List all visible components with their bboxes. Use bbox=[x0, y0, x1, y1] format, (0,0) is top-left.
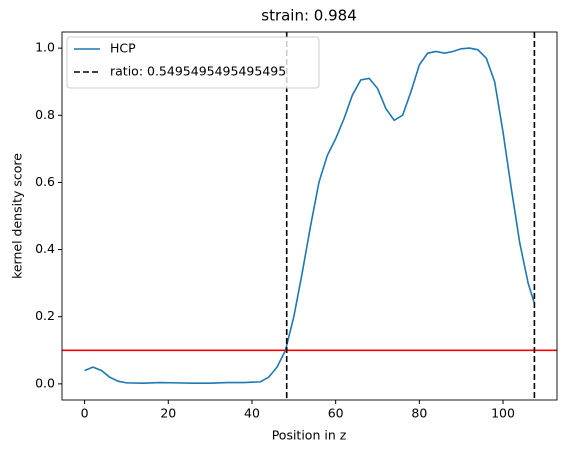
x-tick-label: 80 bbox=[411, 406, 427, 421]
legend-box bbox=[66, 36, 320, 89]
x-tick-label: 100 bbox=[491, 406, 515, 421]
legend-label: HCP bbox=[110, 41, 136, 56]
x-tick-label: 40 bbox=[244, 406, 260, 421]
axes-frame bbox=[61, 31, 558, 401]
y-tick-label: 0.0 bbox=[35, 375, 55, 390]
line bbox=[84, 47, 536, 385]
y-tick-label: 1.0 bbox=[35, 40, 55, 55]
y-axis-label: kernel density score bbox=[10, 153, 25, 279]
x-tick-label: 60 bbox=[328, 406, 344, 421]
y-tick-label: 0.8 bbox=[35, 107, 55, 122]
y-tick-label: 0.6 bbox=[35, 174, 55, 189]
y-tick-label: 0.2 bbox=[35, 308, 55, 323]
x-axis-label: Position in z bbox=[272, 428, 347, 443]
chart-title: strain: 0.984 bbox=[261, 7, 357, 25]
y-tick-label: 0.4 bbox=[35, 241, 55, 256]
legend-label: ratio: 0.5495495495495495 bbox=[110, 64, 286, 79]
x-tick-label: 0 bbox=[81, 406, 89, 421]
x-tick-label: 20 bbox=[160, 406, 176, 421]
